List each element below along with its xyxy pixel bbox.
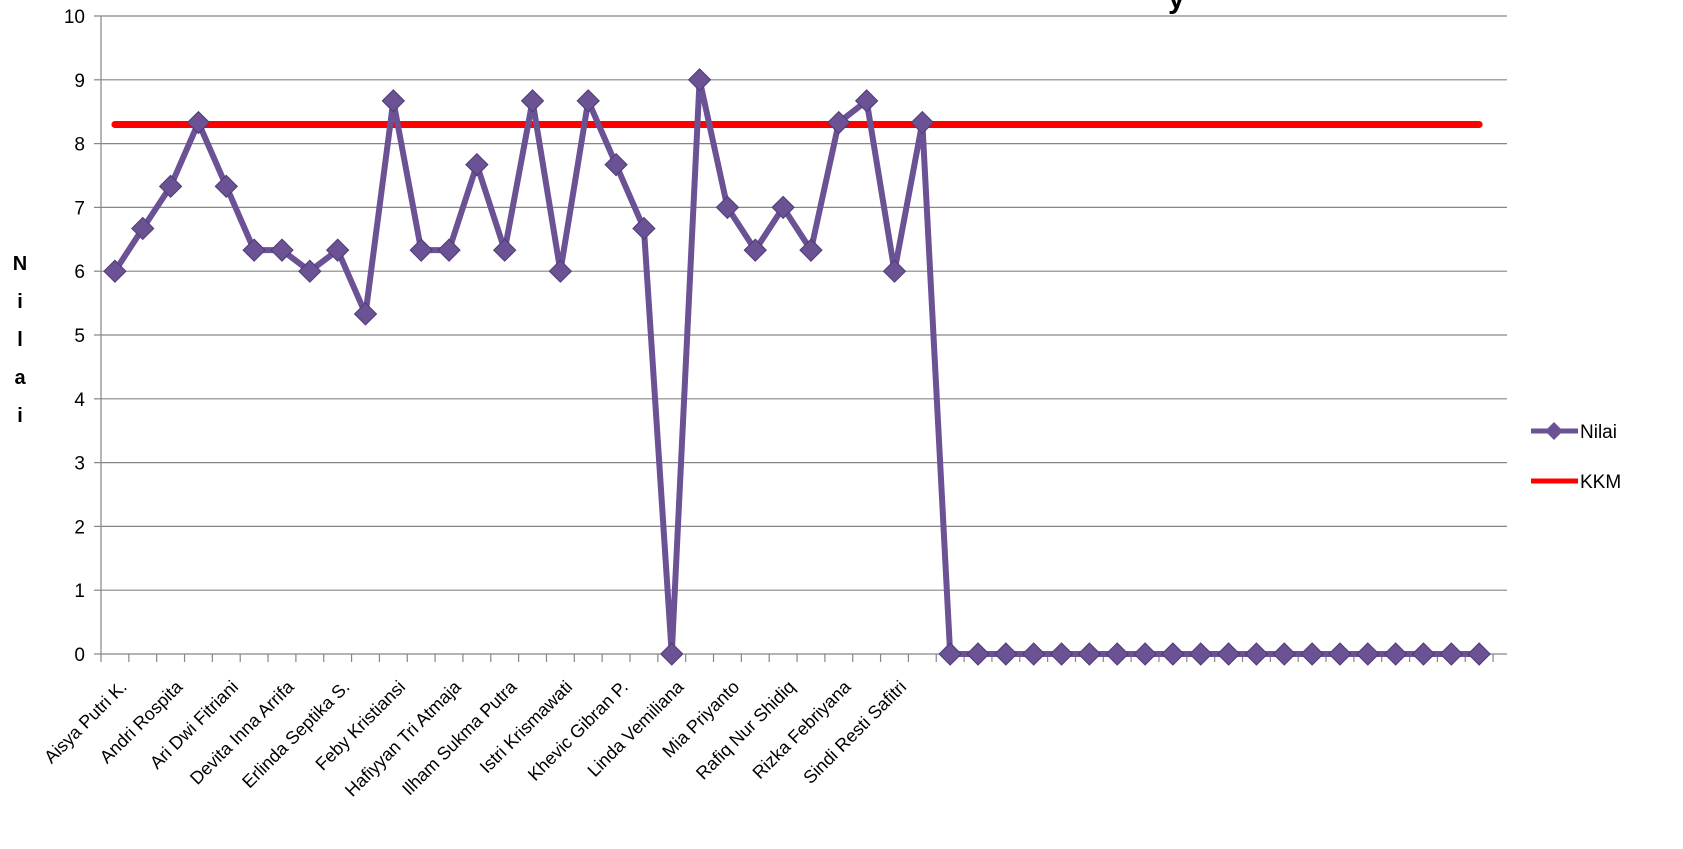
legend: Nilai KKM [1531,422,1621,493]
series-nilai-point [882,259,907,283]
series-nilai-point [1300,642,1324,666]
y-tick-label: 3 [74,454,85,475]
series-nilai-point [743,238,767,262]
series-nilai-point [687,68,712,92]
x-category-label: Devita Inna Arrifa [186,676,298,788]
series-nilai-point [1467,642,1491,666]
y-axis-label-letter: N [13,253,27,275]
series-nilai-point [854,89,879,113]
series-nilai-point [465,152,489,177]
series-nilai-point [632,216,656,241]
series-nilai-point [298,259,322,283]
series-nilai-point [158,174,183,199]
series-nilai-point [325,238,350,262]
series-nilai-point [604,152,628,177]
series-nilai-point [1049,642,1074,666]
x-category-label: Rizka Febriyana [749,676,856,783]
series-nilai-point [409,238,433,262]
series-nilai-point [1244,642,1269,666]
series-nilai-point [242,238,266,262]
series-nilai-point [353,302,378,326]
series-nilai-point [1077,642,1102,666]
series-nilai-point [1161,642,1185,666]
series-nilai-point [131,216,155,241]
y-tick-label: 5 [74,326,85,347]
x-category-label: Khevic Gibran P. [524,677,632,785]
legend-nilai-marker [1545,422,1563,440]
series-nilai-point [966,642,990,666]
y-axis-label-letter: l [17,329,23,351]
series-nilai-point [827,110,851,135]
series-nilai-point [1189,642,1213,666]
y-tick-label: 4 [74,390,85,411]
x-category-label: Rafiq Nur Shidiq [692,677,799,784]
y-axis-label: Nilai [13,253,27,427]
series-nilai-point [1021,642,1046,666]
series-nilai-point [1439,642,1464,666]
series-nilai-point [1356,642,1380,666]
series-nilai-point [520,89,545,113]
series-nilai-point [910,110,935,135]
y-axis-label-letter: i [17,291,23,313]
gridlines [101,15,1507,655]
x-category-label: Sindi Resti Safitri [799,677,910,788]
series-nilai-point [1383,642,1408,666]
series-nilai-point [103,259,127,283]
series-nilai-point [660,642,684,666]
series-nilai-point [186,110,211,135]
series-nilai-point [1272,642,1296,666]
plot-area [103,68,1491,666]
series-nilai-point [1133,642,1157,666]
series-nilai-point [548,259,573,283]
series-nilai-point [938,642,962,666]
series-nilai-point [994,642,1018,666]
y-tick-label: 9 [74,71,85,92]
y-tick-label: 8 [74,135,85,156]
y-axis-label-letter: a [14,367,26,389]
series-nilai-point [1411,642,1436,666]
y-axis-label-letter: i [17,405,23,427]
series-nilai-line [112,76,1480,657]
series-nilai-point [1328,642,1352,666]
series-nilai-point [492,238,517,262]
x-category-label: Linda Vemiliana [584,676,689,781]
series-nilai-point [270,238,294,262]
y-tick-label: 0 [74,645,85,666]
series-nilai-point [771,195,795,220]
series-nilai-point [576,89,600,113]
series-nilai-point [715,195,740,220]
y-tick-label: 1 [74,581,85,602]
legend-nilai-label: Nilai [1580,422,1617,443]
legend-kkm-label: KKM [1580,472,1621,493]
series-nilai-point [381,89,406,113]
y-tick-label: 2 [74,517,85,538]
series-nilai-point [1216,642,1241,666]
y-tick-label: 6 [74,262,85,283]
y-axis: 0 1 2 3 4 5 6 7 8 9 10 [64,7,102,666]
series-nilai-point [1105,642,1129,666]
series-nilai-point [214,174,238,199]
y-tick-label: 10 [64,7,85,28]
series-nilai-point [437,238,461,262]
chart-title-fragment: y [1168,0,1185,15]
series-nilai-point [799,238,823,262]
y-tick-label: 7 [74,198,85,219]
